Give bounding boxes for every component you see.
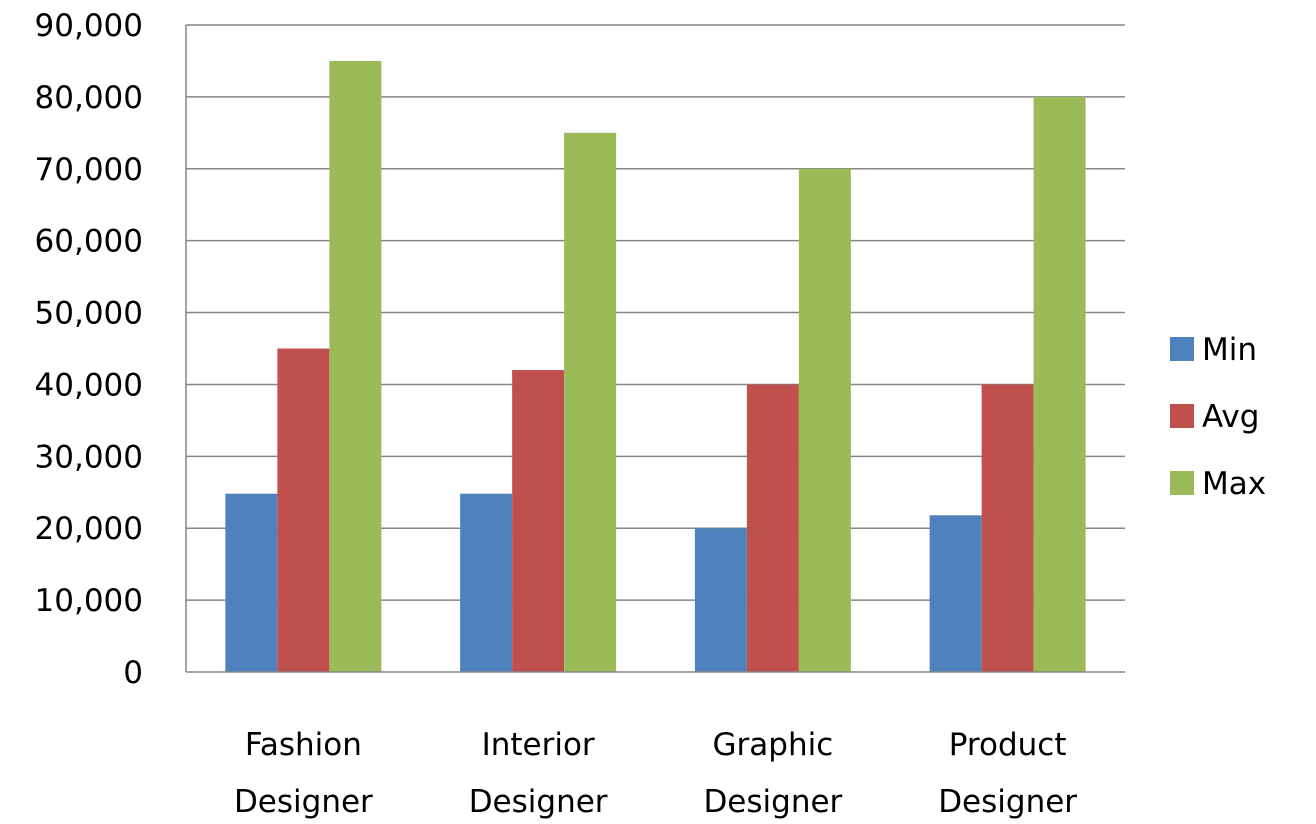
legend-label-avg: Avg [1202, 399, 1259, 435]
legend-swatch-min [1170, 337, 1194, 361]
bar-max-0 [329, 60, 382, 672]
y-tick-label: 50,000 [35, 296, 143, 332]
x-tick-label: Designer [234, 784, 373, 819]
y-tick-label: 20,000 [35, 511, 143, 547]
bar-avg-2 [746, 384, 799, 672]
bar-min-3 [929, 515, 982, 672]
bar-max-3 [1033, 96, 1086, 672]
y-tick-label: 60,000 [35, 224, 143, 260]
y-tick-label: 70,000 [35, 152, 143, 188]
legend-label-min: Min [1202, 332, 1257, 368]
x-tick-label: Designer [703, 784, 842, 819]
y-tick-label: 90,000 [35, 8, 143, 44]
bar-min-0 [225, 493, 278, 672]
y-tick-label: 80,000 [35, 80, 143, 116]
legend-swatch-max [1170, 471, 1194, 495]
bar-max-2 [798, 168, 851, 672]
y-tick-label: 0 [123, 655, 143, 691]
y-tick-label: 10,000 [35, 583, 143, 619]
x-tick-label: Interior [482, 727, 595, 763]
y-tick-label: 40,000 [35, 367, 143, 403]
x-tick-label: Graphic [713, 727, 834, 763]
bar-max-1 [564, 132, 617, 673]
legend-swatch-avg [1170, 404, 1194, 428]
x-tick-label: Product [949, 727, 1067, 763]
bar-avg-0 [277, 348, 330, 672]
bar-avg-3 [981, 384, 1034, 672]
legend-label-max: Max [1202, 466, 1266, 502]
y-tick-label: 30,000 [35, 439, 143, 475]
bars [225, 60, 1086, 673]
bar-min-1 [460, 493, 513, 672]
legend: Min Avg Max [1170, 332, 1266, 502]
bar-avg-1 [512, 370, 565, 672]
x-axis-ticks: Fashion Designer Interior Designer Graphic De… [234, 727, 1077, 820]
x-tick-label: Designer [938, 784, 1077, 819]
y-axis-ticks: 0 10,000 20,000 30,000 40,000 50,000 60,000 70,… [35, 8, 143, 691]
bar-min-2 [694, 528, 747, 672]
x-tick-label: Fashion [245, 727, 362, 763]
axes [185, 25, 1125, 673]
x-tick-label: Designer [469, 784, 608, 819]
